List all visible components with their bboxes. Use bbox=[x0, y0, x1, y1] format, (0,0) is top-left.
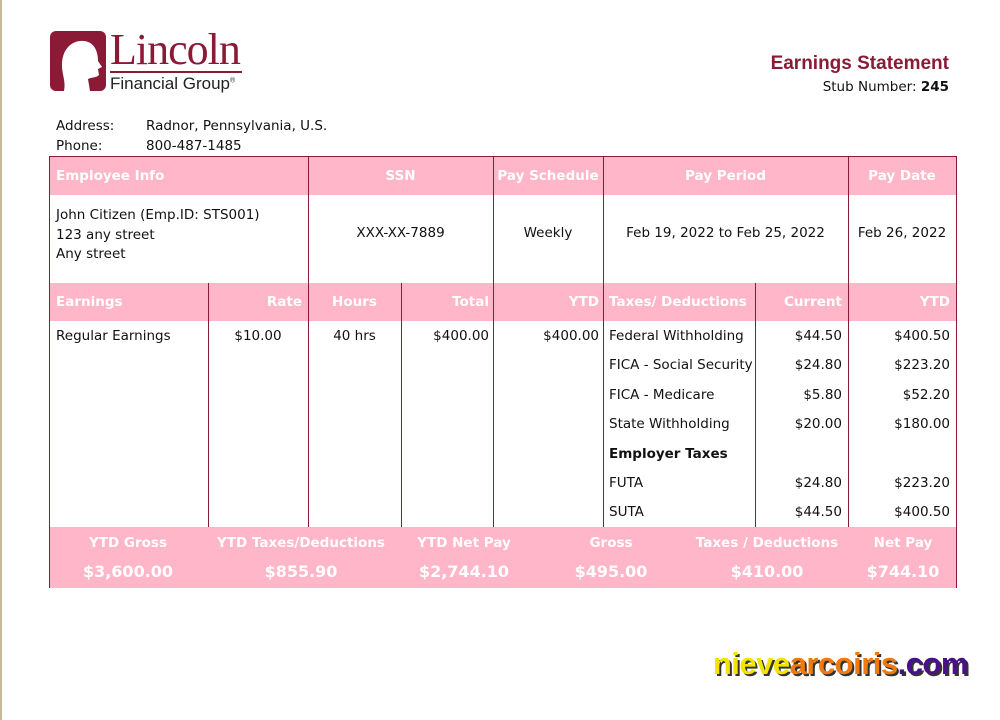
deduction-current: $24.80 bbox=[794, 357, 842, 374]
deduction-current: $20.00 bbox=[794, 416, 842, 433]
company-subtitle: Financial Group® bbox=[110, 74, 236, 93]
header-employee-info: Employee Info bbox=[56, 168, 165, 184]
header-total: Total bbox=[452, 294, 489, 310]
deduction-name: SUTA bbox=[609, 504, 644, 521]
summary-value: $3,600.00 bbox=[82, 562, 174, 581]
statement-title: Earnings Statement bbox=[770, 53, 949, 74]
divider bbox=[603, 157, 604, 527]
header-earnings: Earnings bbox=[56, 294, 123, 310]
summary-value: $410.00 bbox=[730, 562, 804, 581]
divider bbox=[755, 283, 756, 527]
pay-schedule-value: Weekly bbox=[523, 225, 573, 241]
header-current: Current bbox=[783, 294, 842, 310]
pay-date-value: Feb 26, 2022 bbox=[857, 225, 947, 241]
ssn-value: XXX-XX-7889 bbox=[356, 225, 445, 241]
deduction-ytd: $52.20 bbox=[902, 386, 950, 403]
summary-label: YTD Taxes/Deductions bbox=[217, 535, 385, 551]
header-pay-period: Pay Period bbox=[685, 168, 766, 184]
divider bbox=[308, 283, 309, 527]
earning-hours: 40 hrs bbox=[333, 328, 376, 344]
phone-label: Phone: bbox=[56, 138, 103, 154]
header-rate: Rate bbox=[266, 294, 302, 310]
header-hours: Hours bbox=[332, 294, 377, 310]
divider bbox=[401, 283, 402, 527]
deduction-ytd: $223.20 bbox=[894, 357, 950, 374]
deduction-current: $44.50 bbox=[794, 504, 842, 521]
phone-value: 800-487-1485 bbox=[146, 138, 242, 154]
divider bbox=[208, 283, 209, 527]
deduction-ytd: $400.50 bbox=[894, 328, 950, 344]
summary-value: $744.10 bbox=[866, 562, 940, 581]
header-ytd: YTD bbox=[568, 294, 599, 310]
earnings-header-row bbox=[50, 283, 956, 321]
employee-address-line2: Any street bbox=[56, 246, 126, 262]
earning-total: $400.00 bbox=[433, 328, 489, 344]
deduction-name: FUTA bbox=[609, 475, 644, 491]
pay-stub-table: Employee Info SSN Pay Schedule Pay Perio… bbox=[49, 156, 957, 588]
info-header-row bbox=[50, 157, 956, 195]
deduction-name: Federal Withholding bbox=[609, 328, 744, 344]
summary-value: $495.00 bbox=[574, 562, 648, 581]
deduction-current: $24.80 bbox=[794, 475, 842, 491]
deduction-name: Employer Taxes bbox=[609, 445, 728, 462]
deduction-ytd: $180.00 bbox=[894, 416, 950, 433]
summary-label: YTD Gross bbox=[89, 535, 167, 551]
header-taxes-deductions: Taxes/ Deductions bbox=[609, 294, 747, 310]
deduction-name: FICA - Medicare bbox=[609, 386, 715, 403]
summary-row bbox=[50, 527, 956, 588]
summary-label: Taxes / Deductions bbox=[695, 535, 839, 551]
employee-details: John Citizen (Emp.ID: STS001) 123 any st… bbox=[50, 206, 266, 265]
divider bbox=[308, 157, 309, 283]
header-deduction-ytd: YTD bbox=[919, 294, 950, 310]
company-logo-text: Lincoln bbox=[110, 25, 241, 74]
deduction-name: State Withholding bbox=[609, 416, 730, 433]
stub-number: Stub Number: 245 bbox=[822, 79, 949, 95]
address-value: Radnor, Pennsylvania, U.S. bbox=[146, 118, 328, 134]
divider bbox=[493, 157, 494, 527]
divider bbox=[848, 283, 849, 527]
deduction-ytd: $400.50 bbox=[894, 504, 950, 521]
earning-ytd: $400.00 bbox=[543, 328, 599, 344]
summary-label: Net Pay bbox=[873, 535, 933, 551]
employee-name: John Citizen (Emp.ID: STS001) bbox=[56, 207, 260, 223]
deduction-name: FICA - Social Security bbox=[609, 357, 753, 374]
earning-rate: $10.00 bbox=[234, 328, 282, 344]
header-pay-date: Pay Date bbox=[868, 168, 936, 184]
header-ssn: SSN bbox=[385, 168, 416, 184]
watermark-logo: nievearcoiris.com bbox=[712, 646, 969, 681]
address-label: Address: bbox=[56, 118, 115, 134]
deduction-current: $5.80 bbox=[803, 386, 842, 403]
logo-divider bbox=[110, 71, 242, 73]
summary-value: $855.90 bbox=[264, 562, 338, 581]
divider bbox=[848, 157, 849, 283]
summary-value: $2,744.10 bbox=[418, 562, 510, 581]
deduction-current: $44.50 bbox=[794, 328, 842, 344]
earning-name: Regular Earnings bbox=[56, 328, 171, 344]
summary-label: Gross bbox=[589, 535, 633, 551]
deduction-ytd: $223.20 bbox=[894, 475, 950, 491]
summary-label: YTD Net Pay bbox=[417, 535, 511, 551]
pay-period-value: Feb 19, 2022 to Feb 25, 2022 bbox=[626, 225, 825, 241]
header-pay-schedule: Pay Schedule bbox=[497, 168, 599, 184]
lincoln-logo-icon bbox=[50, 31, 106, 91]
employee-address-line1: 123 any street bbox=[56, 226, 155, 243]
